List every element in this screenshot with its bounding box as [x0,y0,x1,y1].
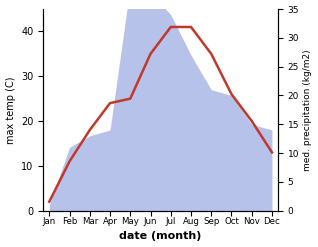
Y-axis label: med. precipitation (kg/m2): med. precipitation (kg/m2) [303,49,313,171]
Y-axis label: max temp (C): max temp (C) [5,76,16,144]
X-axis label: date (month): date (month) [120,231,202,242]
